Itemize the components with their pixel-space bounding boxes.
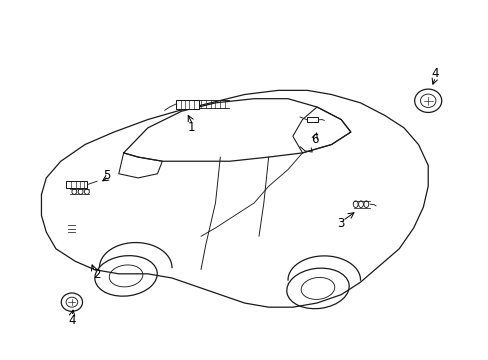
- Text: 4: 4: [431, 67, 438, 80]
- FancyBboxPatch shape: [176, 99, 199, 109]
- Text: 3: 3: [337, 217, 344, 230]
- FancyBboxPatch shape: [65, 181, 87, 188]
- FancyBboxPatch shape: [307, 117, 317, 122]
- Text: 2: 2: [93, 268, 101, 281]
- Text: 5: 5: [103, 169, 110, 182]
- Text: 1: 1: [187, 121, 195, 134]
- Text: 4: 4: [68, 314, 76, 327]
- Text: 6: 6: [310, 133, 318, 146]
